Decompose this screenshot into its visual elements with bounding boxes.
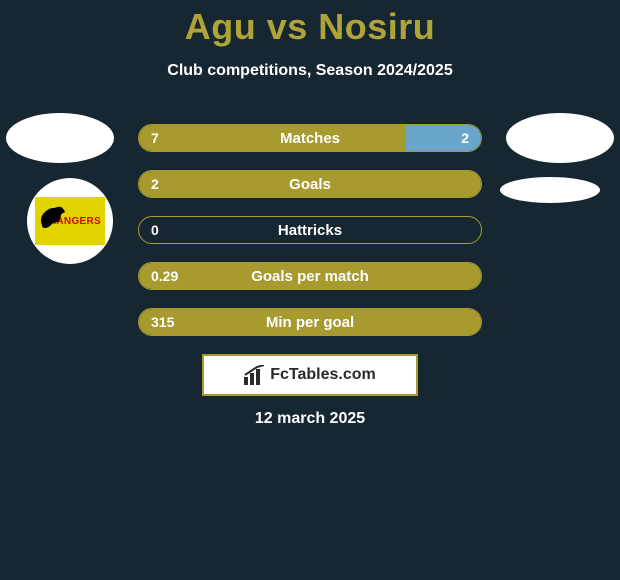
stat-bar-label: Goals <box>139 171 481 197</box>
stat-bar-label: Hattricks <box>139 217 481 243</box>
stat-bar: Min per goal315 <box>138 308 482 336</box>
date-text: 12 march 2025 <box>0 410 620 428</box>
stat-bar-left-value: 7 <box>151 125 159 151</box>
stat-bar-label: Matches <box>139 125 481 151</box>
stat-bar-left-value: 0.29 <box>151 263 178 289</box>
stat-bar-left-value: 0 <box>151 217 159 243</box>
stat-bar-left-value: 315 <box>151 309 174 335</box>
stat-bar: Goals per match0.29 <box>138 262 482 290</box>
club-left-badge-inner: RANGERS <box>35 197 105 245</box>
stat-bar-label: Goals per match <box>139 263 481 289</box>
stat-bars: Matches72Goals2Hattricks0Goals per match… <box>138 124 482 354</box>
stat-bar-right-value: 2 <box>461 125 469 151</box>
club-left-badge: RANGERS <box>27 178 113 264</box>
page-title: Agu vs Nosiru <box>0 0 620 48</box>
stat-bar-left-value: 2 <box>151 171 159 197</box>
brand-chart-icon <box>244 365 266 385</box>
stat-bar-label: Min per goal <box>139 309 481 335</box>
stat-bar: Goals2 <box>138 170 482 198</box>
club-right-badge <box>500 177 600 203</box>
brand-text: FcTables.com <box>270 366 376 384</box>
player-right-avatar <box>506 113 614 163</box>
player-left-avatar <box>6 113 114 163</box>
stat-bar: Hattricks0 <box>138 216 482 244</box>
page-subtitle: Club competitions, Season 2024/2025 <box>0 62 620 80</box>
comparison-infographic: Agu vs Nosiru Club competitions, Season … <box>0 0 620 580</box>
panther-icon <box>39 203 69 233</box>
stat-bar: Matches7 2 <box>138 124 482 152</box>
brand-box: FcTables.com <box>202 354 418 396</box>
